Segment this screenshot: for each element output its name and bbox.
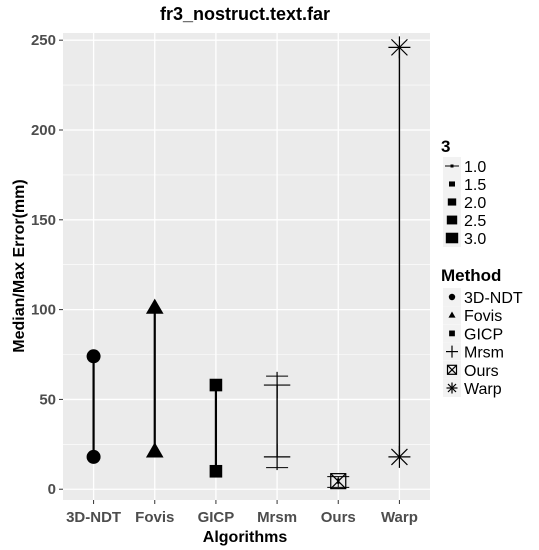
point-ours-value [330,473,347,490]
point-warp-max [388,36,411,59]
legend-method-swatch [446,345,458,358]
legend-size-swatch [445,232,459,244]
x-tick-label: GICP [198,509,235,526]
legend-method-label: Mrsm [464,345,504,362]
point-gicp-min [209,464,223,478]
data-marks [86,36,411,490]
y-tick-label: 100 [31,302,56,319]
point-mrsm-max [263,371,291,399]
point-gicp-max [209,378,223,392]
legend-method-label: Ours [464,363,499,380]
x-axis-label: Algorithms [203,529,288,546]
point-fovis-max [145,298,164,314]
legend-size-swatch [446,215,458,225]
legend-size-label: 3.0 [464,231,486,248]
x-tick-label: 3D-NDT [66,509,121,526]
x-tick-label: Fovis [135,509,174,526]
legend-method-label: Fovis [464,308,502,325]
legend-size-label: 2.5 [464,213,486,230]
chart-title: fr3_nostruct.text.far [160,4,330,24]
y-tick-label: 250 [31,32,56,49]
legend-method-swatch [446,382,458,394]
legend-size-title: 3 [441,137,450,156]
x-tick-label: Mrsm [257,509,297,526]
legend-method-label: GICP [464,326,503,343]
legend-size-label: 1.0 [464,159,486,176]
legend-method-label: 3D-NDT [464,290,523,307]
legend-size-label: 2.0 [464,195,486,212]
x-tick-label: Warp [381,509,418,526]
point-3d-ndt-max [86,349,101,364]
y-tick-labels: 0 50 100 150 200 250 [31,32,63,498]
legend-method-swatch [449,330,455,337]
point-warp-min [388,445,411,468]
legend: 3 1.01.52.02.53.0 Method 3D-NDTFovisGICP… [441,137,523,398]
plot-panel [63,33,430,500]
legend-method-swatch [448,311,456,318]
point-fovis-min [145,442,164,458]
legend-size-swatch [449,181,455,187]
point-mrsm-min [263,443,291,471]
y-tick-label: 150 [31,212,56,229]
legend-size-entries: 1.01.52.02.53.0 [443,157,486,248]
legend-size-swatch [447,198,457,206]
legend-method-swatch [446,364,458,375]
y-tick-label: 50 [39,391,56,408]
legend-size-swatch [450,164,454,168]
legend-method-label: Warp [464,381,502,398]
x-tick-labels: 3D-NDT Fovis GICP Mrsm Ours Warp [66,500,418,526]
y-axis-label: Median/Max Error(mm) [11,179,28,352]
x-tick-label: Ours [321,509,356,526]
legend-method-swatch [448,293,456,301]
legend-size-label: 1.5 [464,177,486,194]
legend-method-title: Method [441,266,501,285]
point-3d-ndt-min [86,449,101,464]
y-tick-label: 200 [31,122,56,139]
y-tick-label: 0 [48,481,56,498]
grid-lines [63,33,430,500]
